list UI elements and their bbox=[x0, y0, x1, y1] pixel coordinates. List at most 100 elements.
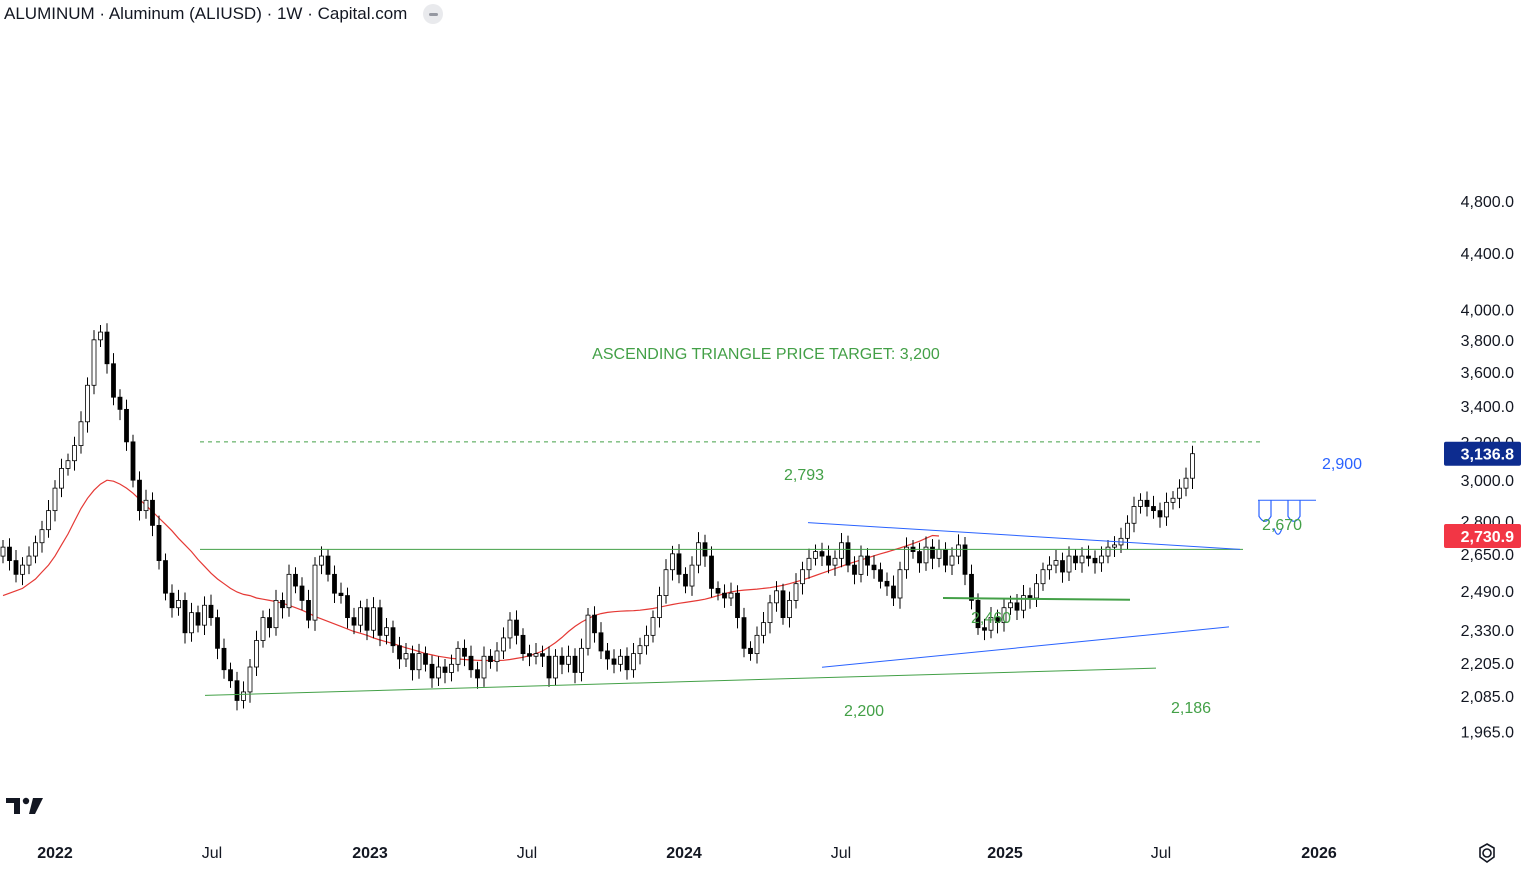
candle-body bbox=[566, 655, 571, 665]
price-tick-label: 4,000.0 bbox=[1461, 302, 1514, 319]
candle-body bbox=[33, 542, 38, 557]
candle-body bbox=[384, 627, 389, 636]
candle-body bbox=[897, 569, 903, 599]
candle-body bbox=[59, 468, 64, 489]
candle bbox=[813, 544, 818, 566]
candle-body bbox=[137, 479, 142, 512]
candle bbox=[85, 377, 90, 433]
moving-average-badge-bg bbox=[1444, 523, 1521, 548]
candle bbox=[208, 594, 214, 626]
level-2900-label: 2,900 bbox=[1322, 456, 1362, 473]
candle-body bbox=[631, 653, 636, 671]
last-price-badge-bg bbox=[1444, 441, 1521, 466]
candle bbox=[137, 471, 142, 521]
time-axis[interactable]: 2022 Jul 2023 Jul 2024 Jul 2025 Jul 2026 bbox=[37, 845, 1337, 862]
candle bbox=[618, 649, 623, 672]
candle-body bbox=[234, 680, 240, 701]
candle bbox=[260, 610, 266, 648]
candle bbox=[455, 641, 461, 672]
rising-trendline bbox=[821, 626, 1230, 668]
tradingview-logo-icon[interactable] bbox=[6, 796, 44, 821]
candle-body bbox=[273, 600, 279, 629]
candle bbox=[397, 636, 402, 669]
price-tick-label: 1,965.0 bbox=[1461, 724, 1514, 741]
candle bbox=[98, 324, 103, 348]
collapse-icon[interactable] bbox=[423, 4, 444, 24]
candle bbox=[728, 582, 734, 607]
candle-body bbox=[982, 627, 987, 631]
candle-body bbox=[923, 546, 929, 564]
candle-body bbox=[85, 384, 90, 423]
candle bbox=[930, 539, 935, 570]
candle bbox=[644, 625, 649, 655]
candle-body bbox=[52, 487, 58, 512]
candle-body bbox=[754, 634, 760, 655]
candle bbox=[91, 330, 97, 395]
candle bbox=[150, 492, 155, 537]
price-axis[interactable]: 4,800.0 4,400.0 4,000.0 3,800.0 3,600.0 3,400… bbox=[1444, 194, 1521, 741]
candle bbox=[1105, 540, 1111, 564]
candle bbox=[111, 353, 116, 406]
candle bbox=[1183, 467, 1189, 497]
candle bbox=[540, 645, 545, 668]
candle bbox=[423, 646, 428, 672]
candle bbox=[429, 655, 435, 688]
candle bbox=[852, 556, 857, 585]
candle-body bbox=[247, 666, 253, 693]
candle bbox=[936, 539, 942, 568]
candle-body bbox=[312, 564, 318, 621]
candle bbox=[247, 659, 253, 703]
candle-body bbox=[1073, 555, 1078, 564]
candle bbox=[156, 515, 162, 570]
candle bbox=[78, 411, 84, 454]
candle-body bbox=[624, 655, 630, 671]
candle-body bbox=[579, 647, 584, 673]
candle bbox=[1099, 546, 1104, 572]
candle-body bbox=[774, 590, 779, 604]
candle-body bbox=[618, 655, 623, 665]
candle-body bbox=[26, 555, 32, 566]
candle bbox=[995, 609, 1000, 634]
candle bbox=[663, 559, 669, 604]
candle bbox=[33, 535, 38, 564]
candle bbox=[475, 661, 480, 689]
candle-body bbox=[806, 557, 812, 571]
candle-body bbox=[1008, 602, 1013, 609]
candle bbox=[143, 489, 149, 519]
candle-body bbox=[501, 637, 506, 652]
candle-body bbox=[546, 655, 552, 679]
candle-body bbox=[1190, 453, 1195, 479]
candle-body bbox=[299, 585, 305, 601]
candle-body bbox=[1099, 555, 1104, 564]
candle bbox=[280, 592, 285, 619]
price-tick-label: 3,600.0 bbox=[1461, 365, 1514, 382]
candle-body bbox=[936, 548, 942, 559]
left-shoulder-marker bbox=[1258, 500, 1272, 522]
candle-body bbox=[1164, 501, 1169, 518]
candle-body bbox=[839, 542, 844, 559]
candle bbox=[676, 544, 682, 584]
candle-body bbox=[657, 595, 662, 619]
moving-average-line bbox=[2, 479, 940, 662]
settings-icon[interactable] bbox=[1476, 842, 1498, 869]
support-line bbox=[942, 596, 1131, 601]
candle-body bbox=[163, 560, 168, 594]
candle-body bbox=[735, 592, 740, 619]
candle-body bbox=[208, 604, 214, 619]
candle bbox=[254, 630, 259, 676]
candle bbox=[748, 641, 753, 661]
time-tick-label: 2025 bbox=[987, 845, 1023, 862]
candle bbox=[273, 589, 279, 636]
time-tick-label: Jul bbox=[517, 845, 537, 862]
candle bbox=[819, 542, 825, 566]
candle bbox=[650, 610, 656, 643]
time-tick-label: 2023 bbox=[352, 845, 388, 862]
price-tick-label: 2,650.0 bbox=[1461, 547, 1514, 564]
candle bbox=[917, 542, 922, 573]
candle bbox=[566, 645, 571, 673]
candle-body bbox=[1027, 595, 1033, 599]
candle bbox=[624, 647, 630, 680]
candle-body bbox=[254, 640, 259, 668]
candle bbox=[1066, 546, 1072, 581]
